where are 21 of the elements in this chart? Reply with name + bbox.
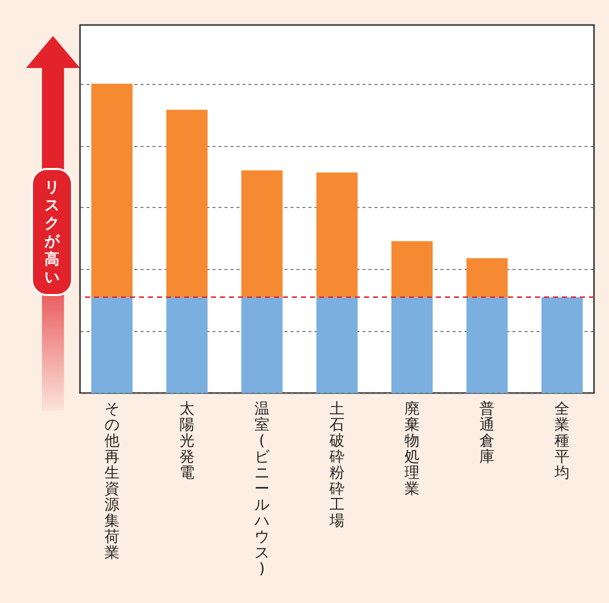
x-tick-label: 普通倉庫 bbox=[480, 400, 495, 466]
text: リスクが高い bbox=[44, 178, 61, 286]
bar bbox=[391, 297, 433, 393]
bar bbox=[241, 170, 283, 298]
x-tick-label: 太陽光発電 bbox=[179, 400, 194, 482]
bar bbox=[316, 297, 358, 393]
x-tick-label: 廃棄物処理業 bbox=[404, 400, 420, 498]
bar bbox=[241, 297, 283, 393]
bar bbox=[391, 241, 433, 298]
bar bbox=[91, 297, 133, 393]
x-tick-label: 土石破砕粉砕工場 bbox=[328, 400, 344, 530]
category-label: その他再生資源集荷業 bbox=[104, 400, 120, 562]
category-label: 温室(ビニールハウス) bbox=[254, 400, 270, 578]
bar bbox=[166, 297, 208, 393]
bar bbox=[541, 297, 583, 393]
bar bbox=[466, 297, 508, 393]
bar bbox=[466, 258, 508, 298]
x-tick-label: 全業種平均 bbox=[554, 400, 570, 482]
bar bbox=[316, 172, 358, 298]
bar bbox=[91, 84, 133, 298]
bar bbox=[166, 110, 208, 298]
